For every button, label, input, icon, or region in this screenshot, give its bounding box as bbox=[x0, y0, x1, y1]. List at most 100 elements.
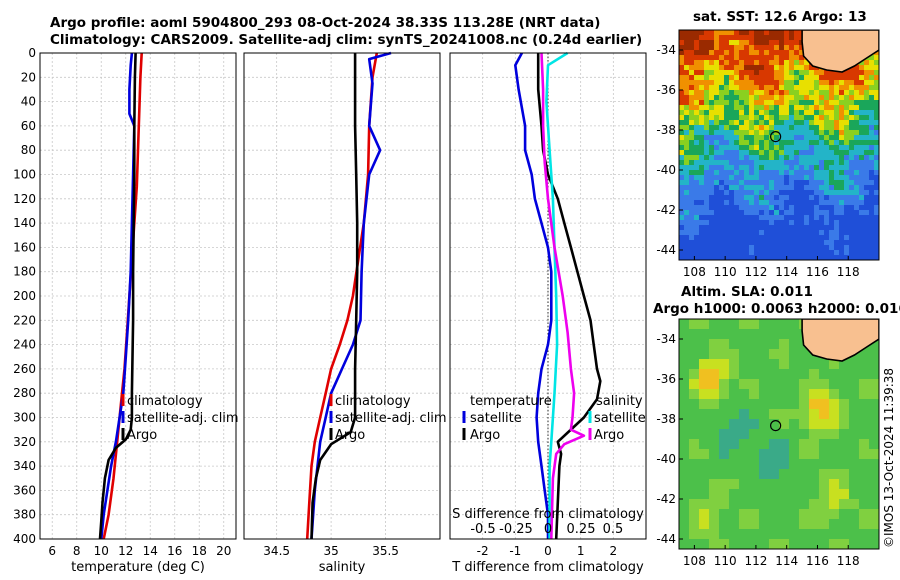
map-cell bbox=[739, 235, 745, 241]
map-cell bbox=[729, 349, 740, 360]
map-cell bbox=[859, 65, 865, 71]
map-cell bbox=[814, 90, 820, 96]
map-cell bbox=[869, 65, 875, 71]
map-cell bbox=[769, 220, 775, 226]
map-cell bbox=[784, 180, 790, 186]
map-cell bbox=[809, 95, 815, 101]
map-cell bbox=[849, 479, 860, 490]
map-cell bbox=[684, 215, 690, 221]
map-cell bbox=[864, 75, 870, 81]
map-cell bbox=[859, 190, 865, 196]
map-cell bbox=[809, 140, 815, 146]
map-cell bbox=[809, 85, 815, 91]
map-cell bbox=[754, 40, 760, 46]
map-cell bbox=[839, 195, 845, 201]
map-cell bbox=[769, 509, 780, 520]
map-cell bbox=[849, 175, 855, 181]
map-cell bbox=[839, 180, 845, 186]
map-cell bbox=[854, 110, 860, 116]
map-cell bbox=[789, 329, 800, 340]
map-cell bbox=[774, 80, 780, 86]
sla-map: 108 110 112 114 116 118-34-36-38-40-42-44 bbox=[656, 318, 880, 568]
map-cell bbox=[749, 70, 755, 76]
map-cell bbox=[679, 175, 685, 181]
map-cell bbox=[744, 205, 750, 211]
map-cell bbox=[679, 429, 690, 440]
map-cell bbox=[754, 65, 760, 71]
map-cell bbox=[859, 70, 865, 76]
map-cell bbox=[684, 110, 690, 116]
map-cell bbox=[689, 115, 695, 121]
map-y-tick-label: -36 bbox=[656, 372, 676, 386]
map-cell bbox=[799, 245, 805, 251]
map-cell bbox=[799, 45, 805, 51]
map-cell bbox=[779, 539, 790, 549]
map-cell bbox=[809, 190, 815, 196]
map-cell bbox=[859, 80, 865, 86]
map-cell bbox=[709, 190, 715, 196]
map-cell bbox=[734, 200, 740, 206]
map-cell bbox=[829, 150, 835, 156]
secondary-tick-label: 0 bbox=[544, 522, 552, 537]
map-cell bbox=[869, 80, 875, 86]
map-cell bbox=[744, 160, 750, 166]
map-cell bbox=[874, 230, 879, 236]
map-cell bbox=[824, 130, 830, 136]
map-cell bbox=[819, 85, 825, 91]
map-cell bbox=[814, 250, 820, 256]
map-cell bbox=[749, 489, 760, 500]
map-cell bbox=[759, 449, 770, 460]
map-cell bbox=[834, 175, 840, 181]
map-cell bbox=[864, 155, 870, 161]
map-cell bbox=[869, 379, 879, 390]
map-cell bbox=[844, 120, 850, 126]
map-cell bbox=[729, 125, 735, 131]
map-cell bbox=[679, 80, 685, 86]
map-cell bbox=[754, 230, 760, 236]
map-cell bbox=[839, 170, 845, 176]
map-cell bbox=[814, 235, 820, 241]
map-cell bbox=[699, 110, 705, 116]
map-cell bbox=[854, 145, 860, 151]
map-cell bbox=[859, 125, 865, 131]
map-cell bbox=[744, 155, 750, 161]
map-cell bbox=[799, 240, 805, 246]
map-cell bbox=[724, 130, 730, 136]
map-cell bbox=[844, 135, 850, 141]
map-cell bbox=[709, 75, 715, 81]
map-cell bbox=[819, 539, 830, 549]
map-cell bbox=[744, 195, 750, 201]
map-cell bbox=[779, 529, 790, 540]
map-cell bbox=[849, 399, 860, 410]
map-cell bbox=[764, 195, 770, 201]
map-cell bbox=[754, 190, 760, 196]
map-cell bbox=[814, 190, 820, 196]
map-cell bbox=[709, 35, 715, 41]
map-cell bbox=[794, 115, 800, 121]
map-cell bbox=[734, 115, 740, 121]
map-cell bbox=[729, 40, 735, 46]
map-cell bbox=[819, 130, 825, 136]
map-cell bbox=[864, 85, 870, 91]
map-cell bbox=[709, 40, 715, 46]
map-cell bbox=[739, 399, 750, 410]
map-cell bbox=[699, 469, 710, 480]
map-cell bbox=[809, 65, 815, 71]
map-cell bbox=[814, 195, 820, 201]
map-cell bbox=[719, 439, 730, 450]
map-cell bbox=[774, 165, 780, 171]
map-cell bbox=[749, 439, 760, 450]
map-cell bbox=[784, 210, 790, 216]
map-cell bbox=[754, 115, 760, 121]
map-cell bbox=[769, 489, 780, 500]
map-cell bbox=[739, 409, 750, 420]
map-cell bbox=[814, 110, 820, 116]
map-cell bbox=[829, 519, 840, 530]
map-cell bbox=[819, 499, 830, 510]
map-cell bbox=[764, 85, 770, 91]
map-cell bbox=[799, 230, 805, 236]
map-cell bbox=[854, 95, 860, 101]
map-cell bbox=[699, 135, 705, 141]
map-cell bbox=[724, 105, 730, 111]
map-cell bbox=[809, 250, 815, 256]
